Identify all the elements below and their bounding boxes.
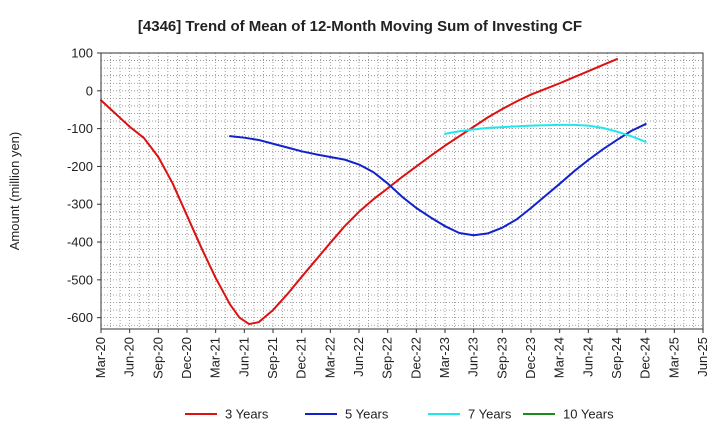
x-tick-label: Dec-20 xyxy=(179,337,194,379)
series-line-5-years xyxy=(229,123,647,237)
y-tick-label: -500 xyxy=(67,272,93,287)
y-axis: 100 0 -100 -200 -300 -400 -500 -600 xyxy=(67,46,101,325)
x-tick-label: Dec-21 xyxy=(294,337,309,379)
x-tick-label: Mar-21 xyxy=(208,337,223,378)
x-tick-label: Mar-25 xyxy=(666,337,681,378)
x-tick-label: Sep-23 xyxy=(494,337,509,379)
plot-frame xyxy=(100,52,704,330)
gridlines xyxy=(101,53,703,329)
y-tick-label: -100 xyxy=(67,121,93,136)
series-layer xyxy=(100,58,647,326)
series-line-7-years xyxy=(444,123,647,143)
legend-label: 7 Years xyxy=(468,407,512,422)
y-tick-label: -400 xyxy=(67,235,93,250)
y-axis-label: Amount (million yen) xyxy=(7,132,22,251)
x-tick-label: Jun-21 xyxy=(236,337,251,377)
legend-label: 10 Years xyxy=(563,407,614,422)
x-tick-label: Mar-23 xyxy=(437,337,452,378)
chart-title: [4346] Trend of Mean of 12-Month Moving … xyxy=(138,18,582,35)
y-tick-label: -200 xyxy=(67,159,93,174)
x-tick-label: Dec-22 xyxy=(408,337,423,379)
x-tick-label: Mar-20 xyxy=(93,337,108,378)
y-tick-label: 0 xyxy=(86,83,93,98)
series-line-3-years xyxy=(100,58,618,326)
x-tick-label: Jun-23 xyxy=(466,337,481,377)
y-tick-label: 100 xyxy=(71,46,93,61)
x-tick-label: Dec-23 xyxy=(523,337,538,379)
x-tick-label: Mar-24 xyxy=(552,337,567,378)
x-tick-label: Sep-22 xyxy=(380,337,395,379)
plot-area xyxy=(100,52,704,330)
x-tick-label: Dec-24 xyxy=(638,337,653,379)
x-tick-label: Jun-22 xyxy=(351,337,366,377)
x-axis: Mar-20 Jun-20 Sep-20 Dec-20 Mar-21 Jun-21 Sep-… xyxy=(93,329,710,379)
x-tick-label: Mar-22 xyxy=(322,337,337,378)
legend-label: 3 Years xyxy=(225,407,269,422)
x-tick-label: Sep-20 xyxy=(150,337,165,379)
y-tick-label: -300 xyxy=(67,197,93,212)
x-tick-label: Sep-24 xyxy=(609,337,624,379)
x-tick-label: Jun-25 xyxy=(695,337,710,377)
legend-label: 5 Years xyxy=(345,407,389,422)
plot-background xyxy=(101,53,703,329)
y-tick-label: -600 xyxy=(67,310,93,325)
legend: 3 Years 5 Years 7 Years 10 Years xyxy=(185,407,614,422)
x-tick-label: Jun-24 xyxy=(580,337,595,377)
x-tick-label: Sep-21 xyxy=(265,337,280,379)
x-tick-label: Jun-20 xyxy=(122,337,137,377)
